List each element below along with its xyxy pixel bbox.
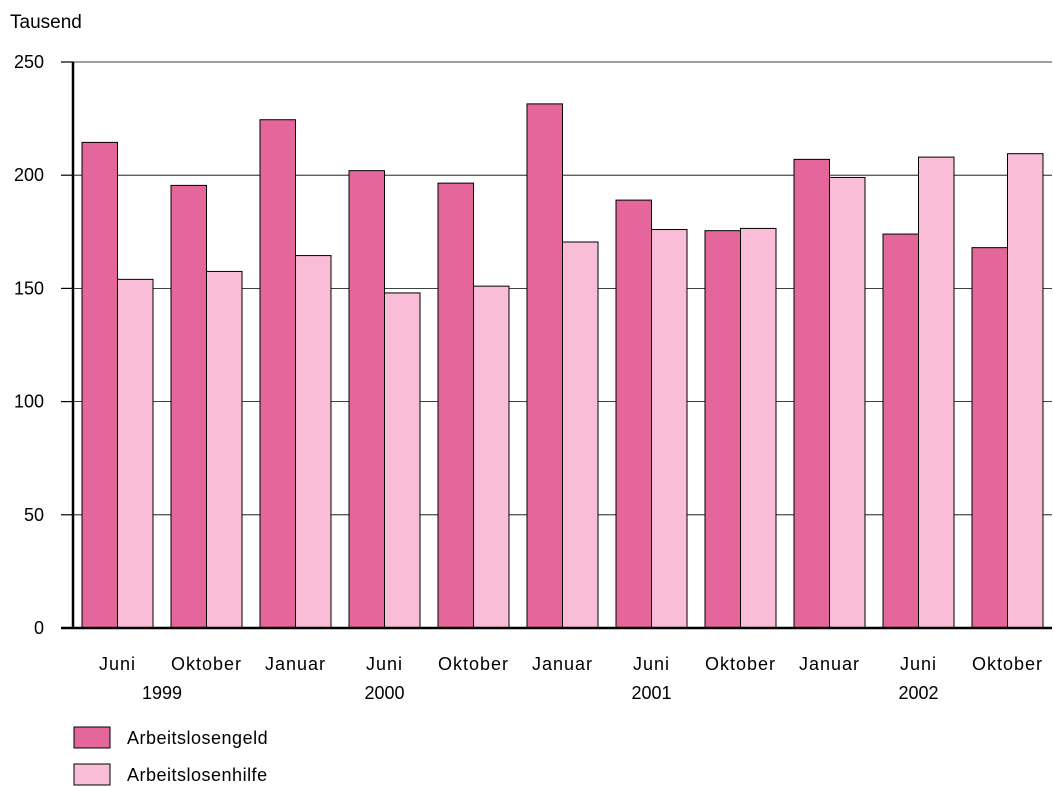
bar-arbeitslosenhilfe — [473, 285, 510, 629]
bar-arbeitslosenhilfe — [384, 292, 421, 629]
y-tick-label: 150 — [14, 278, 44, 298]
bar-arbeitslosengeld — [259, 119, 296, 629]
bar-arbeitslosengeld — [526, 103, 563, 629]
bar-arbeitslosengeld — [882, 233, 919, 629]
legend-label: Arbeitslosenhilfe — [127, 765, 268, 785]
bar-arbeitslosenhilfe — [918, 156, 955, 629]
bar-arbeitslosenhilfe — [651, 229, 688, 629]
legend-label: Arbeitslosengeld — [127, 728, 268, 748]
legend: Arbeitslosengeld Arbeitslosenhilfe — [73, 726, 268, 786]
y-tick-label: 50 — [24, 505, 44, 525]
y-tick-label: 0 — [34, 618, 44, 638]
bar-arbeitslosengeld — [704, 230, 741, 629]
y-tick-label: 250 — [14, 52, 44, 72]
legend-swatch — [73, 763, 111, 786]
y-tick-label: 200 — [14, 165, 44, 185]
bar-arbeitslosengeld — [437, 182, 474, 629]
x-category-label: Juni — [99, 654, 136, 674]
x-category-label: Oktober — [972, 654, 1043, 674]
x-category-label: Juni — [900, 654, 937, 674]
bar-arbeitslosenhilfe — [829, 176, 866, 629]
y-tick-label: 100 — [14, 392, 44, 412]
x-year-labels: 1999 2000 2001 2002 — [142, 683, 939, 703]
y-unit-label: Tausend — [10, 12, 82, 33]
bar-arbeitslosengeld — [615, 199, 652, 629]
bar-arbeitslosenhilfe — [1007, 153, 1044, 629]
x-category-label: Januar — [265, 654, 326, 674]
x-category-label: Juni — [633, 654, 670, 674]
axes — [61, 62, 1052, 630]
x-year-label: 2001 — [631, 683, 671, 703]
x-year-label: 1999 — [142, 683, 182, 703]
x-category-label: Oktober — [705, 654, 776, 674]
bar-arbeitslosengeld — [81, 141, 118, 629]
x-category-labels: Juni Oktober Januar Juni Oktober Januar Juni Ok… — [99, 654, 1043, 674]
bar-arbeitslosenhilfe — [206, 270, 243, 629]
x-year-label: 2000 — [364, 683, 404, 703]
x-category-label: Januar — [799, 654, 860, 674]
bar-arbeitslosengeld — [971, 247, 1008, 629]
bar-arbeitslosengeld — [793, 158, 830, 629]
bar-arbeitslosengeld — [348, 170, 385, 629]
bar-arbeitslosenhilfe — [562, 241, 599, 629]
bar-arbeitslosengeld — [170, 184, 207, 629]
x-category-label: Oktober — [171, 654, 242, 674]
y-tick-labels: 0 50 100 150 200 250 — [14, 52, 44, 638]
bar-arbeitslosenhilfe — [740, 227, 777, 629]
bar-arbeitslosenhilfe — [295, 255, 332, 629]
legend-swatch — [73, 726, 111, 749]
x-year-label: 2002 — [898, 683, 938, 703]
x-category-label: Januar — [532, 654, 593, 674]
x-category-label: Oktober — [438, 654, 509, 674]
bars — [81, 103, 1044, 629]
bar-arbeitslosenhilfe — [117, 278, 154, 629]
x-category-label: Juni — [366, 654, 403, 674]
